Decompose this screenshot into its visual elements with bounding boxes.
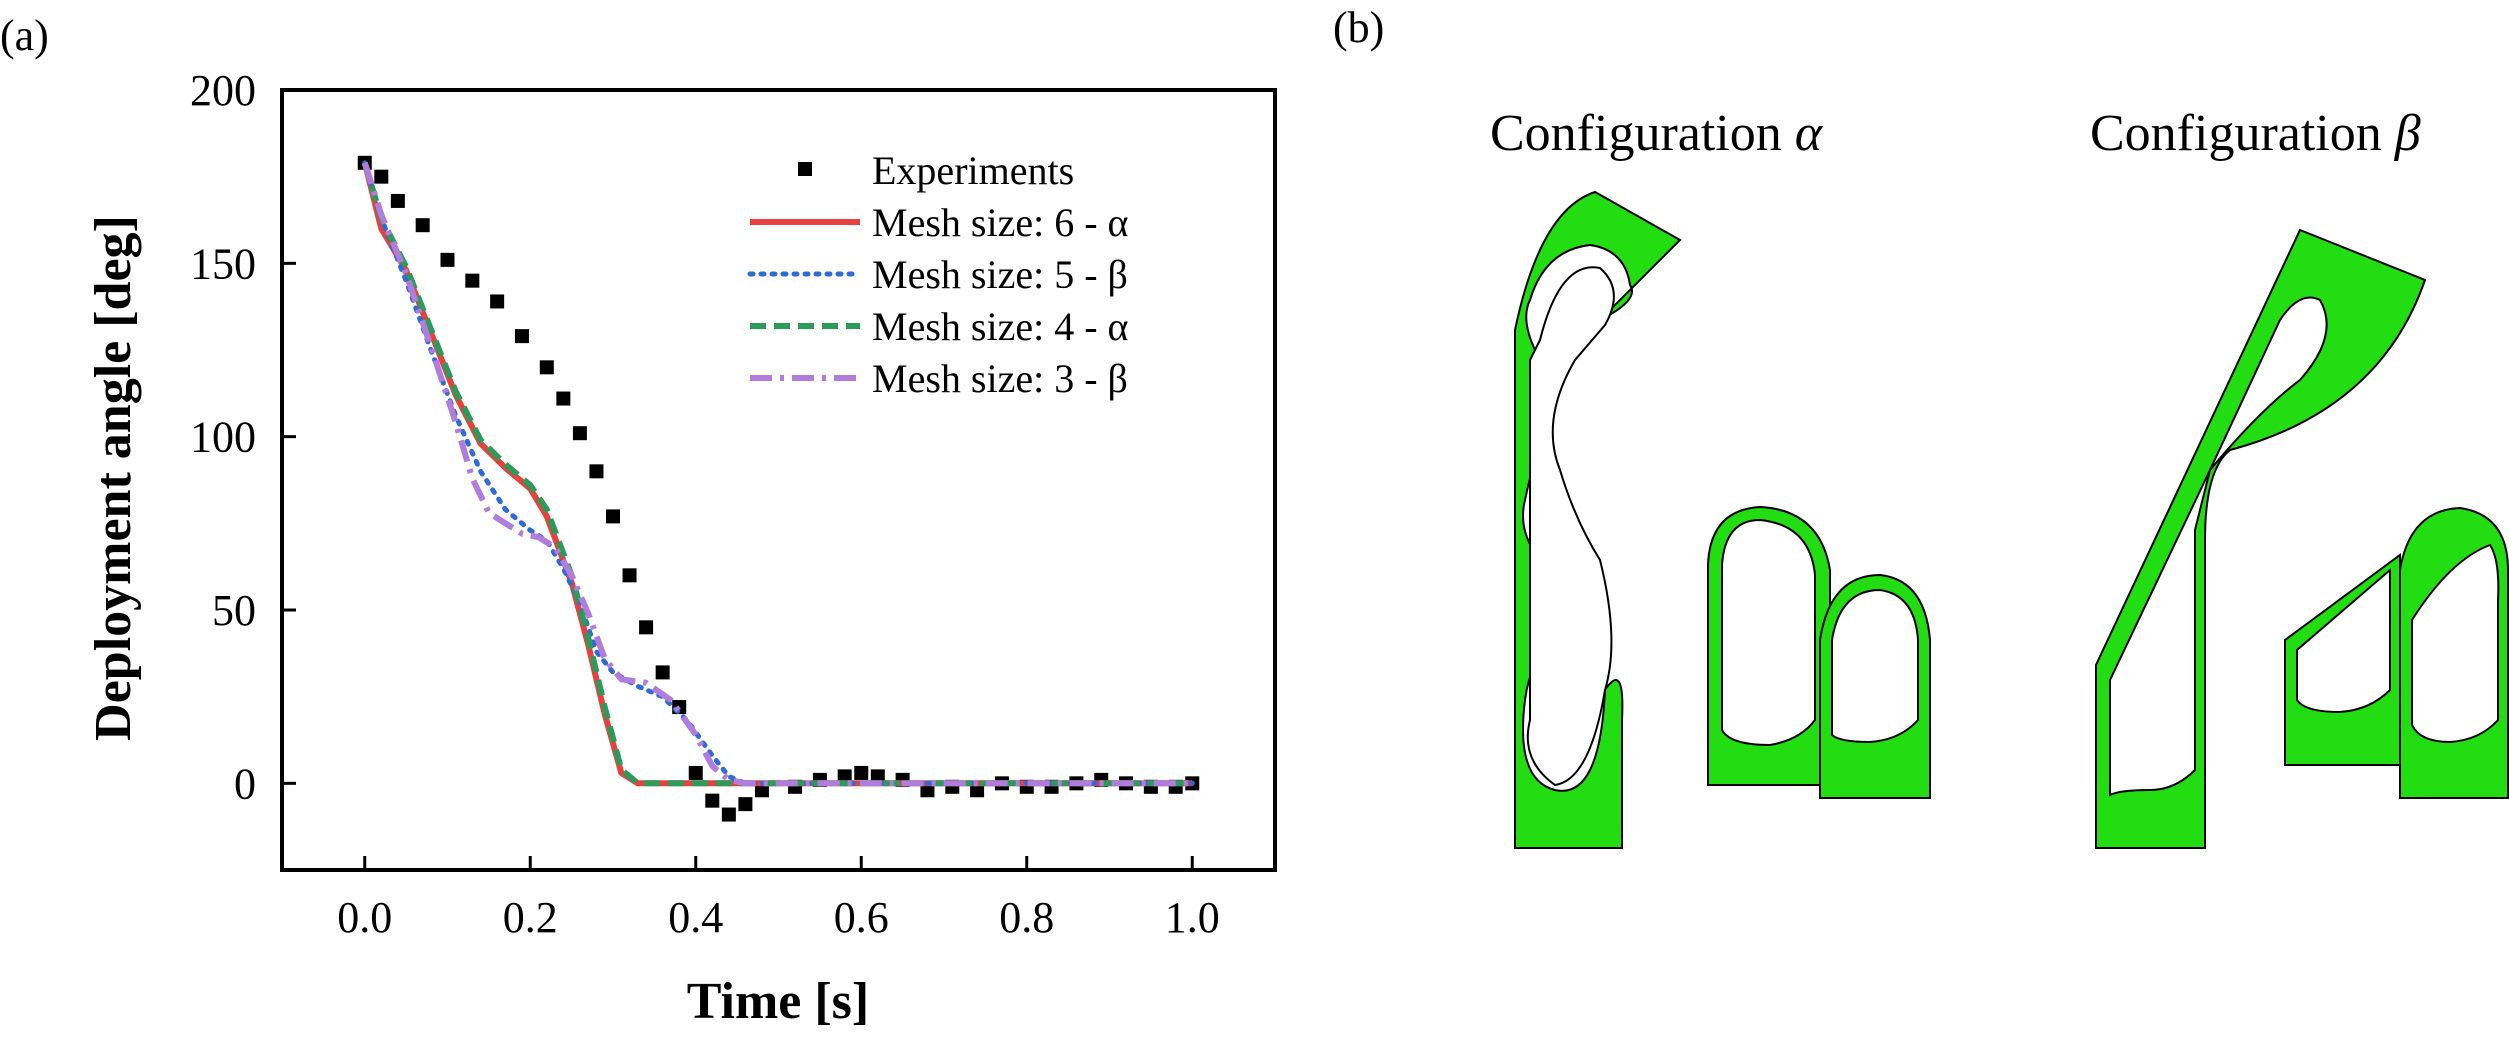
legend-label: Mesh size: 4 - α: [872, 304, 1129, 349]
experiment-point: [837, 769, 852, 784]
deployment-angle-chart: 0.0 0.2 0.4 0.6 0.8 1.0 0 50 100 150 200 Time [s]…: [85, 66, 1277, 1030]
x-tick-label: 0.8: [999, 893, 1054, 942]
configuration-beta-title: Configuration β: [2090, 105, 2421, 162]
x-tick-label: 1.0: [1165, 893, 1220, 942]
experiment-point: [639, 620, 654, 635]
experiment-point: [465, 273, 480, 288]
experiment-point: [655, 665, 670, 680]
legend-label: Mesh size: 6 - α: [872, 200, 1129, 245]
experiment-point: [490, 294, 505, 309]
experiment-point: [688, 765, 703, 780]
experiment-point: [606, 509, 620, 524]
plot-frame: [280, 88, 1277, 872]
experiment-point: [539, 360, 554, 375]
y-tick-label: 50: [212, 586, 256, 635]
configuration-beta-symbol: β: [2394, 105, 2421, 162]
legend-label: Experiments: [872, 148, 1074, 193]
configuration-beta-small-shell: [2284, 506, 2509, 799]
x-tick-label: 0.2: [503, 893, 558, 942]
experiment-point: [514, 329, 529, 344]
configuration-beta-large-shell: [2095, 228, 2427, 849]
x-tick-label: 0.4: [668, 893, 723, 942]
legend-marker: [798, 162, 812, 176]
configuration-beta-prefix: Configuration: [2090, 105, 2395, 162]
experiment-point: [721, 807, 736, 822]
experiment-point: [754, 783, 769, 798]
experiment-point: [556, 391, 571, 406]
y-axis-title: Deployment angle [deg]: [85, 215, 142, 741]
configuration-alpha-symbol: α: [1795, 105, 1824, 162]
panel-a-label: (a): [0, 11, 49, 60]
panel-b-label: (b): [1333, 3, 1384, 52]
experiment-point: [390, 193, 405, 208]
experiment-point: [589, 464, 604, 479]
experiment-point: [854, 765, 869, 780]
x-axis-title: Time [s]: [687, 973, 869, 1030]
experiment-point: [622, 568, 637, 583]
y-tick-label: 100: [190, 413, 256, 462]
experiment-point: [920, 783, 935, 798]
x-axis-ticks: 0.0 0.2 0.4 0.6 0.8 1.0: [337, 856, 1220, 942]
experiment-point: [440, 252, 455, 267]
series-line-4: [361, 161, 1193, 787]
y-axis-ticks: 0 50 100 150 200: [190, 66, 296, 808]
configuration-alpha-prefix: Configuration: [1490, 105, 1795, 162]
experiment-point: [738, 797, 753, 812]
x-tick-label: 0.0: [337, 893, 392, 942]
legend: Experiments Mesh size: 6 - α Mesh size: 5 …: [747, 148, 1129, 401]
configuration-alpha-large-shell: [1514, 190, 1682, 849]
experiment-point: [705, 793, 720, 808]
y-tick-label: 200: [190, 66, 256, 115]
plot-series: [357, 155, 1200, 822]
legend-label: Mesh size: 3 - β: [872, 356, 1128, 401]
x-tick-label: 0.6: [834, 893, 889, 942]
configuration-alpha-title: Configuration α: [1490, 105, 1824, 162]
legend-label: Mesh size: 5 - β: [872, 252, 1128, 297]
configuration-alpha-small-shell: [1707, 505, 1931, 799]
y-tick-label: 0: [234, 759, 256, 808]
experiment-point: [415, 218, 430, 233]
experiment-point: [970, 783, 985, 798]
experiment-point: [572, 426, 587, 441]
y-tick-label: 150: [190, 239, 256, 288]
experiment-point: [374, 169, 389, 184]
experiment-point: [870, 769, 885, 784]
